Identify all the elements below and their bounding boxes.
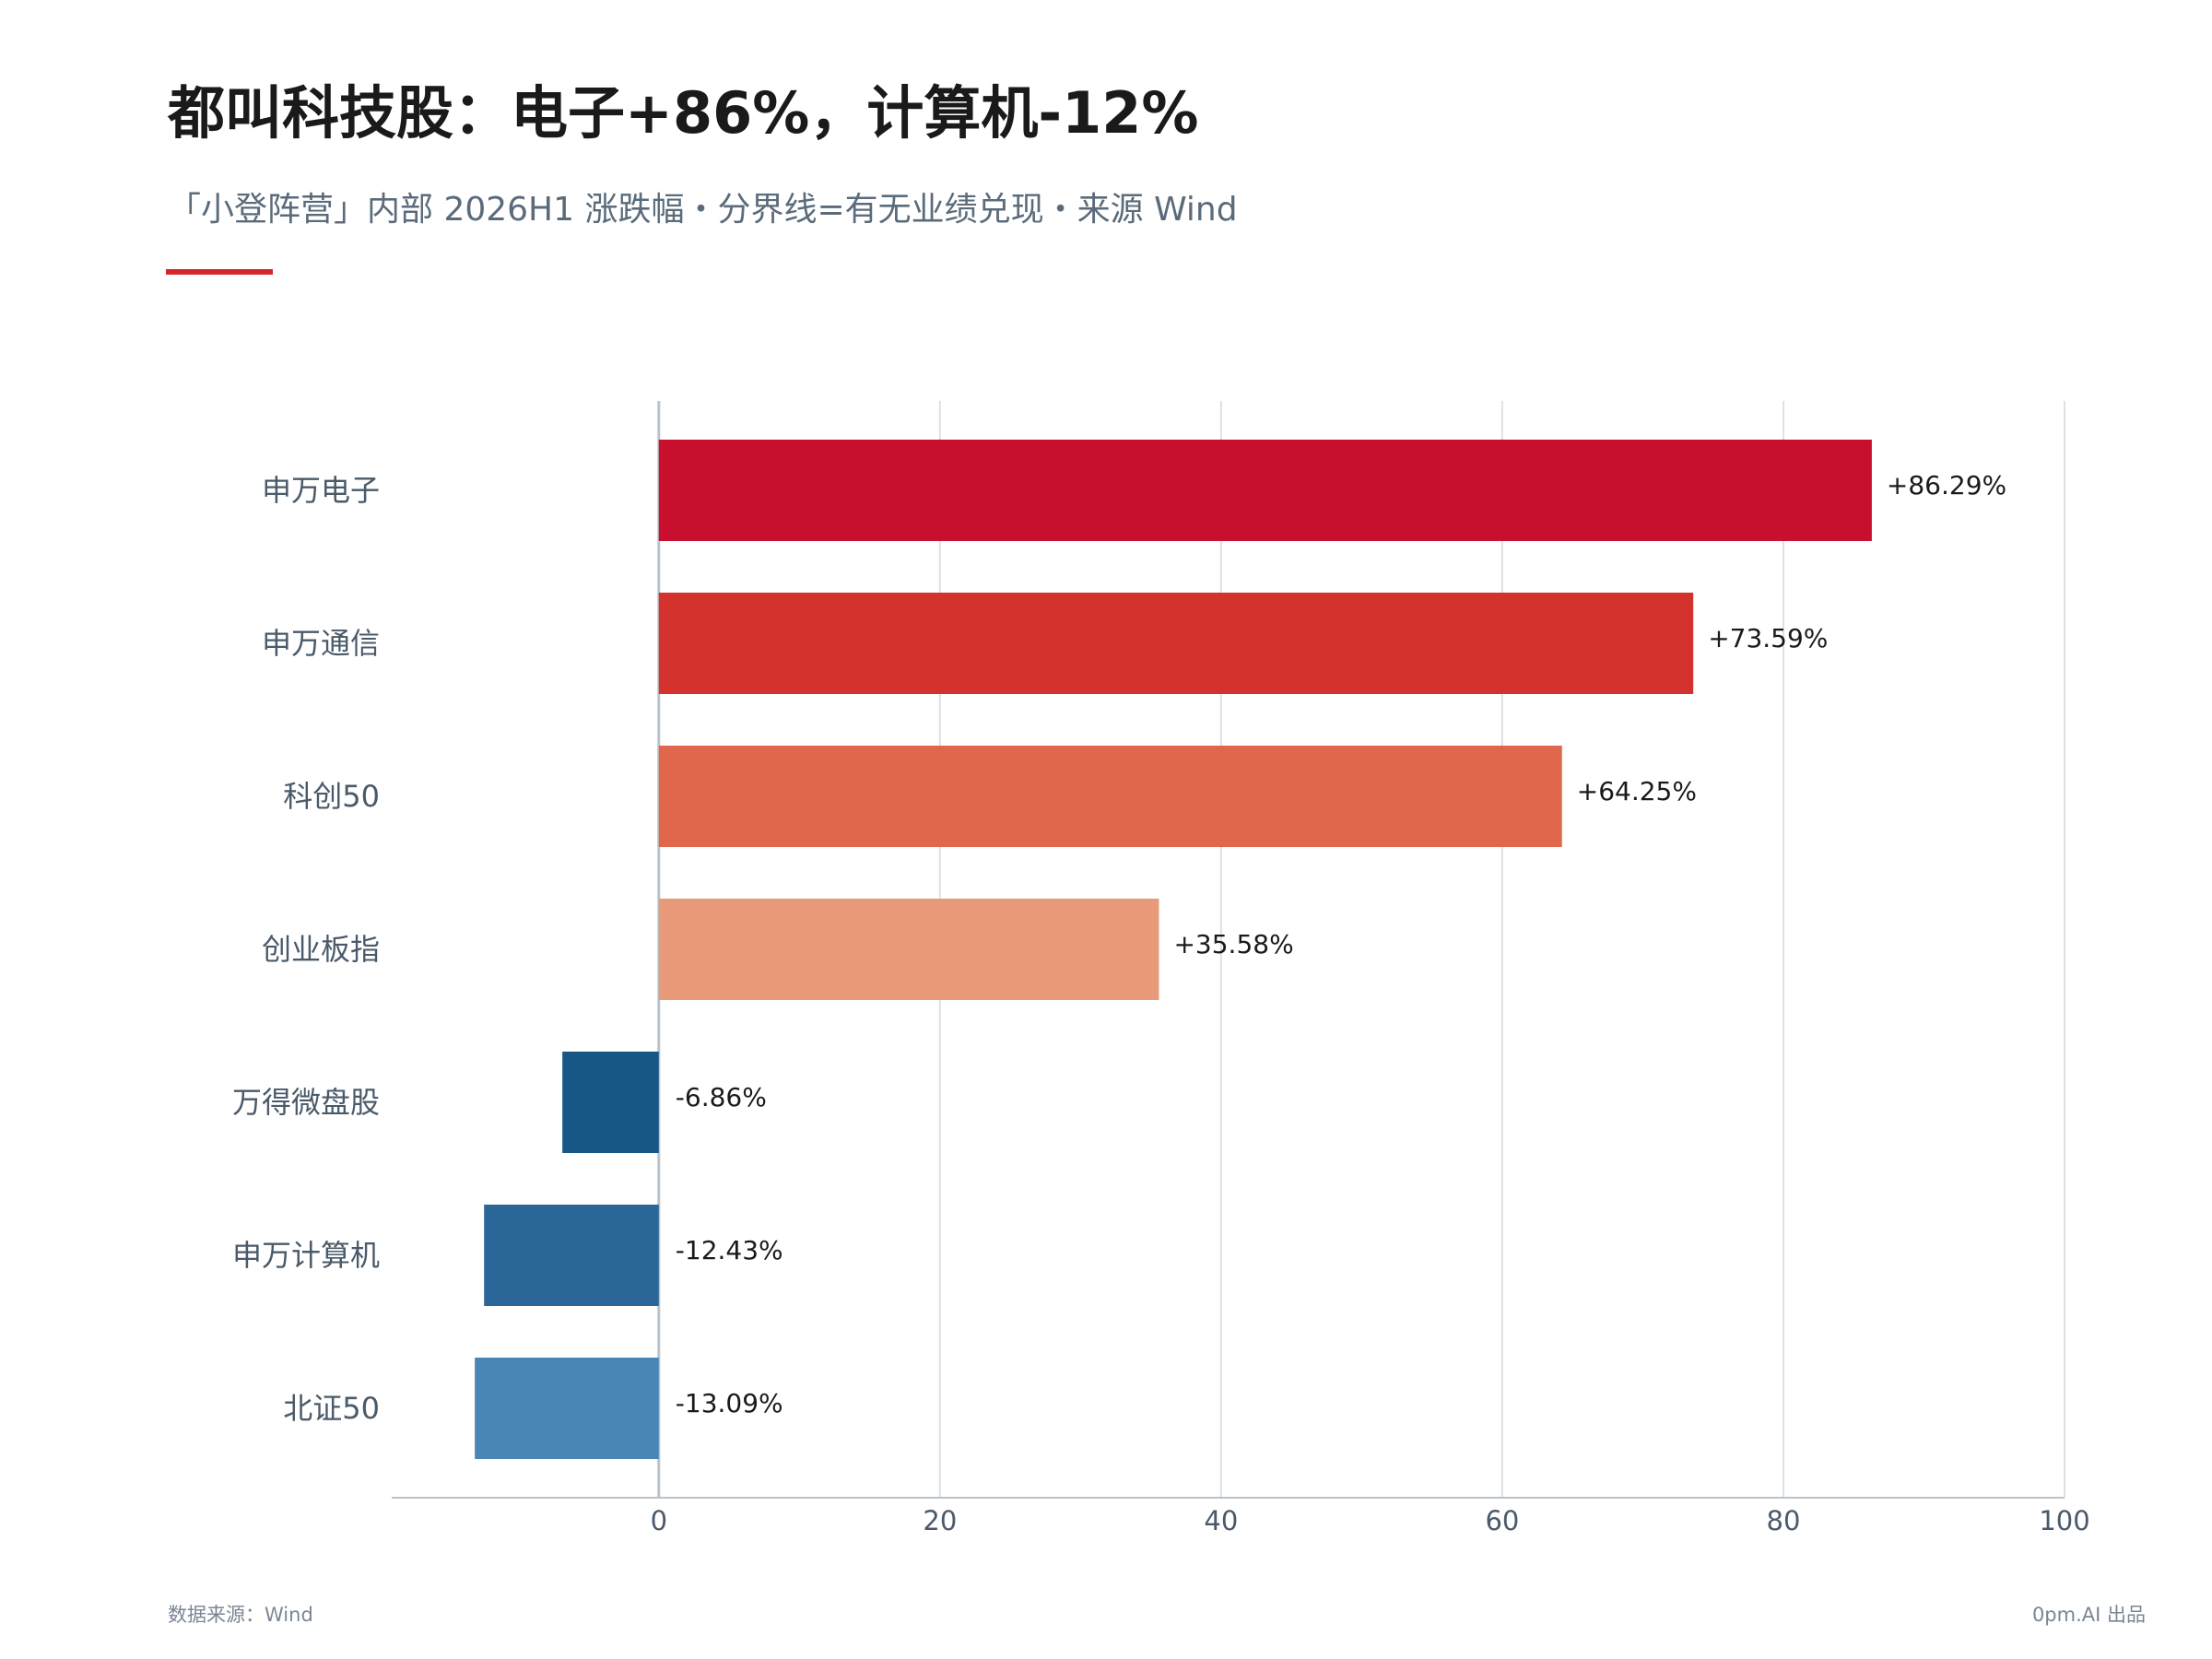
- x-tick-label: 100: [2039, 1505, 2089, 1536]
- chart-title: 都叫科技股：电子+86%，计算机-12%: [168, 79, 1199, 147]
- x-tick-label: 60: [1485, 1505, 1519, 1536]
- grid-lines: [392, 401, 2065, 1499]
- title-accent-rule: [166, 269, 273, 275]
- value-label: +35.58%: [1173, 929, 1293, 959]
- x-tick-labels: 0 20 40 60 80 100: [651, 1505, 2090, 1536]
- bar: [658, 593, 1694, 694]
- bars: [475, 440, 1872, 1459]
- bar: [658, 899, 1159, 1000]
- value-label: -13.09%: [676, 1388, 783, 1418]
- footer-credit: 0pm.AI 出品: [2031, 1604, 2146, 1626]
- x-tick-label: 0: [651, 1505, 667, 1536]
- category-label: 万得微盘股: [232, 1085, 380, 1120]
- value-label: +73.59%: [1708, 623, 1828, 653]
- bar: [484, 1205, 659, 1306]
- bar: [562, 1052, 659, 1153]
- category-label: 申万电子: [262, 473, 380, 508]
- x-tick-label: 80: [1767, 1505, 1801, 1536]
- x-tick-label: 40: [1204, 1505, 1238, 1536]
- x-tick-label: 20: [923, 1505, 957, 1536]
- chart-subtitle: 「小登阵营」内部 2026H1 涨跌幅・分界线=有无业绩兑现・来源 Wind: [168, 191, 1238, 229]
- value-label: +64.25%: [1577, 776, 1697, 806]
- category-label: 创业板指: [262, 932, 380, 967]
- bar: [658, 746, 1562, 847]
- bar: [658, 440, 1872, 541]
- value-label: -12.43%: [676, 1235, 783, 1265]
- category-label: 申万计算机: [232, 1238, 380, 1273]
- category-label: 北证50: [283, 1391, 380, 1426]
- value-label: +86.29%: [1887, 470, 2006, 500]
- value-labels: +86.29% +73.59% +64.25% +35.58% -6.86% -12.43…: [676, 470, 2006, 1418]
- category-label: 科创50: [283, 779, 380, 814]
- bar: [475, 1358, 659, 1459]
- footer-source: 数据来源：Wind: [168, 1604, 313, 1626]
- value-label: -6.86%: [676, 1082, 767, 1112]
- category-label: 申万通信: [262, 626, 380, 661]
